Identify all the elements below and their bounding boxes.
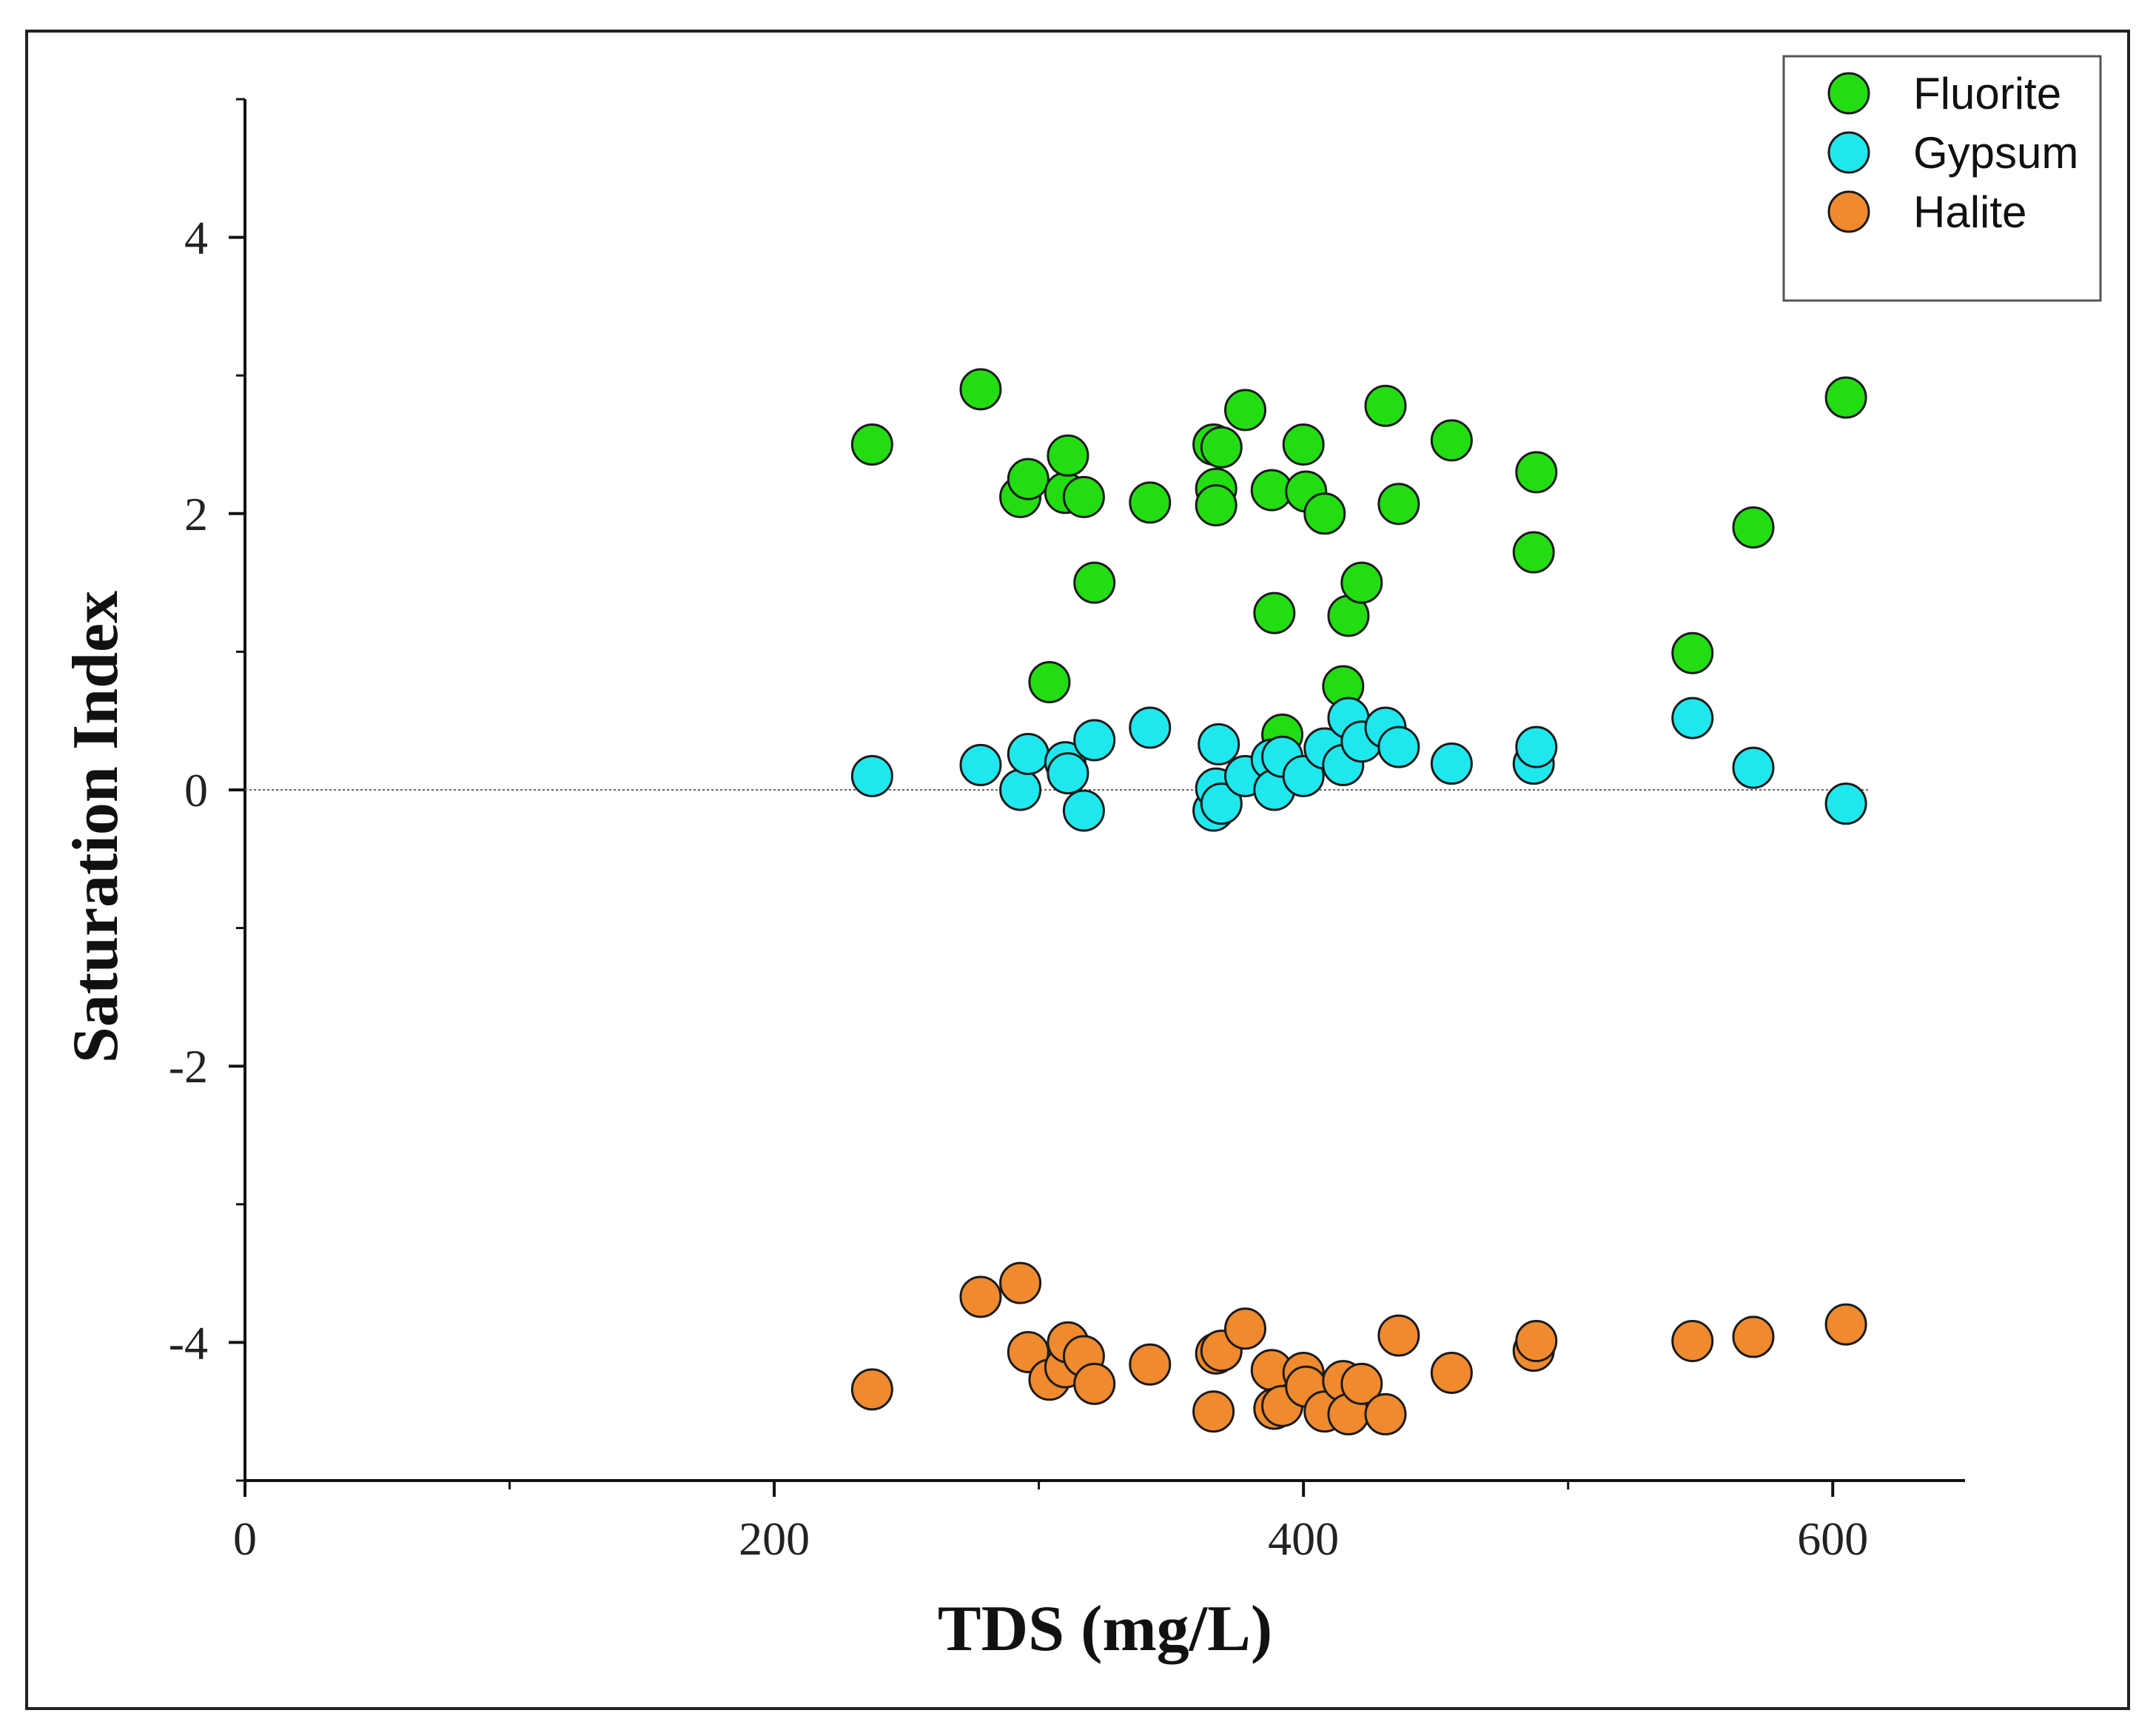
point-fluorite	[1512, 531, 1555, 574]
point-fluorite	[1303, 492, 1346, 535]
point-fluorite	[1200, 426, 1243, 469]
point-gypsum	[1430, 743, 1473, 785]
point-halite	[1340, 1362, 1383, 1405]
point-halite	[1364, 1392, 1407, 1435]
y-axis-title: Saturation Index	[60, 591, 132, 1063]
data-points	[850, 368, 1867, 1435]
point-gypsum	[1007, 732, 1050, 775]
point-fluorite	[1223, 389, 1266, 432]
point-fluorite	[1340, 561, 1383, 604]
point-gypsum	[1732, 746, 1775, 789]
legend-item-halite: Halite	[1827, 187, 2026, 237]
point-halite	[1671, 1320, 1714, 1363]
point-halite	[1223, 1307, 1266, 1350]
scatter-chart: 0 200 400 600 -4 -2 0 2 4 TDS (mg/L) Saturation…	[60, 55, 2102, 1665]
point-fluorite	[1430, 419, 1473, 462]
point-gypsum	[850, 754, 893, 797]
y-tick-label: -2	[169, 1040, 208, 1093]
point-halite	[1192, 1390, 1235, 1433]
point-fluorite	[1007, 457, 1050, 500]
point-halite	[1430, 1351, 1473, 1394]
x-tick-label: 400	[1268, 1512, 1339, 1565]
point-halite	[1129, 1343, 1172, 1386]
legend-label-halite: Halite	[1913, 187, 2026, 237]
point-gypsum	[1671, 697, 1714, 740]
y-tick-label: -4	[169, 1316, 208, 1369]
point-gypsum	[1515, 725, 1558, 768]
point-gypsum	[959, 743, 1002, 786]
point-fluorite	[1824, 376, 1867, 419]
legend-marker-fluorite	[1827, 72, 1870, 115]
point-fluorite	[1282, 423, 1325, 466]
point-fluorite	[1028, 660, 1071, 703]
x-axis-title: TDS (mg/L)	[938, 1593, 1272, 1665]
point-gypsum	[1129, 706, 1172, 749]
x-tick-labels: 0 200 400 600	[233, 1512, 1868, 1565]
point-halite	[850, 1368, 893, 1411]
point-halite	[1073, 1362, 1116, 1405]
legend-label-gypsum: Gypsum	[1913, 128, 2078, 178]
point-halite	[1732, 1315, 1775, 1358]
legend-items: Fluorite Gypsum Halite	[1827, 69, 2078, 237]
x-tick-label: 200	[739, 1512, 810, 1565]
point-fluorite	[1671, 631, 1714, 674]
point-halite	[959, 1276, 1002, 1318]
legend: Fluorite Gypsum Halite	[1782, 55, 2102, 302]
point-fluorite	[850, 423, 893, 466]
point-fluorite	[1732, 506, 1775, 549]
series-fluorite	[850, 368, 1867, 756]
x-tick-label: 600	[1797, 1512, 1868, 1565]
legend-marker-gypsum	[1827, 131, 1870, 174]
chart-frame: 0 200 400 600 -4 -2 0 2 4 TDS (mg/L) Saturation…	[25, 30, 2130, 1710]
point-fluorite	[1195, 484, 1237, 527]
point-fluorite	[1062, 475, 1105, 518]
x-tick-label: 0	[233, 1512, 257, 1565]
point-gypsum	[1047, 752, 1089, 795]
point-fluorite	[1377, 483, 1420, 526]
y-tick-label: 4	[184, 212, 208, 264]
point-fluorite	[1073, 561, 1116, 604]
point-fluorite	[959, 368, 1002, 411]
point-gypsum	[1198, 723, 1240, 765]
point-gypsum	[1200, 782, 1243, 825]
legend-item-gypsum: Gypsum	[1827, 128, 2078, 178]
point-gypsum	[1062, 789, 1105, 832]
point-halite	[1824, 1303, 1867, 1346]
legend-label-fluorite: Fluorite	[1913, 69, 2061, 118]
point-fluorite	[1364, 384, 1407, 427]
point-gypsum	[1377, 725, 1420, 768]
point-fluorite	[1129, 481, 1172, 524]
point-gypsum	[1073, 719, 1116, 762]
point-gypsum	[1824, 782, 1867, 825]
point-fluorite	[1253, 591, 1296, 634]
point-halite	[1515, 1320, 1558, 1363]
point-halite	[999, 1261, 1042, 1304]
series-gypsum	[850, 697, 1867, 832]
legend-marker-halite	[1827, 190, 1870, 233]
y-tick-label: 2	[184, 488, 208, 540]
point-halite	[1377, 1314, 1420, 1357]
point-fluorite	[1515, 451, 1558, 494]
series-halite	[850, 1261, 1867, 1435]
y-tick-label: 0	[184, 764, 208, 817]
point-fluorite	[1047, 434, 1089, 477]
point-gypsum	[999, 768, 1042, 811]
legend-item-fluorite: Fluorite	[1827, 69, 2061, 118]
y-tick-labels: -4 -2 0 2 4	[169, 212, 208, 1370]
